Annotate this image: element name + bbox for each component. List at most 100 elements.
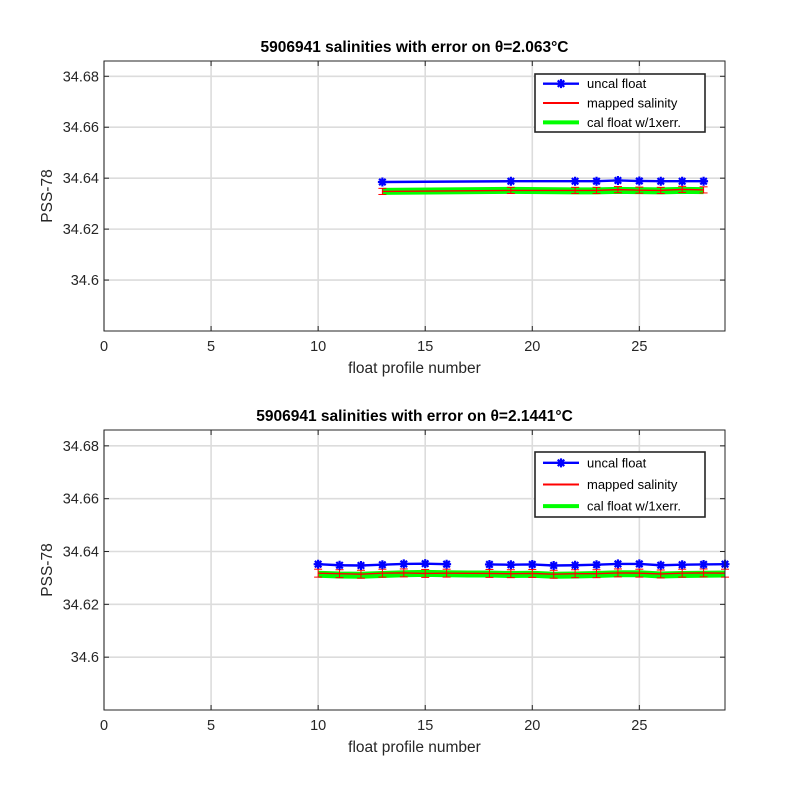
- data-point-uncal-float: [677, 560, 687, 570]
- error-bar: [528, 568, 537, 578]
- error-bar: [506, 186, 515, 194]
- y-tick-label: 34.62: [63, 597, 99, 613]
- series-line-uncal-float: [382, 179, 704, 184]
- axes-box: [103, 60, 726, 332]
- error-bar: [592, 186, 601, 194]
- x-tick-label: 20: [524, 718, 540, 734]
- legend: uncal float mapped salinity cal float w/1x…: [534, 73, 706, 133]
- error-bar: [356, 569, 365, 579]
- error-bar: [442, 568, 451, 578]
- x-tick-label: 0: [100, 718, 108, 734]
- axes-box: [103, 429, 726, 711]
- x-tick-label: 15: [417, 339, 433, 355]
- data-point-uncal-float: [377, 177, 387, 187]
- error-bars: [314, 568, 729, 579]
- legend-label: mapped salinity: [587, 96, 678, 111]
- x-axis-label: float profile number: [348, 360, 481, 377]
- x-axis-label: float profile number: [348, 739, 481, 756]
- data-point-uncal-float: [656, 560, 666, 570]
- data-point-uncal-float: [313, 559, 323, 569]
- data-point-uncal-float: [634, 559, 644, 569]
- series-line-cal-float: [318, 569, 726, 579]
- legend-label: uncal float: [587, 455, 647, 470]
- data-point-uncal-float: [442, 559, 452, 569]
- legend-marker-star: [556, 79, 566, 89]
- x-tick-label: 10: [310, 339, 326, 355]
- legend-item: mapped salinity: [543, 477, 678, 492]
- error-bar: [314, 568, 323, 578]
- chart-title: 5906941 salinities with error on θ=2.063…: [261, 39, 569, 56]
- legend-item: cal float w/1xerr.: [543, 115, 681, 130]
- x-tick-label: 10: [310, 718, 326, 734]
- x-tick-label: 25: [631, 339, 647, 355]
- chart-panel-1: 0 5 10 15 20 25 34.6 34.62 34.64 34.66 34.68 float …: [39, 39, 726, 377]
- data-point-uncal-float: [570, 560, 580, 570]
- error-bar: [613, 568, 622, 578]
- error-bar: [421, 568, 430, 578]
- data-point-uncal-float: [506, 176, 516, 186]
- data-point-uncal-float: [699, 176, 709, 186]
- y-tick-label: 34.62: [63, 222, 99, 238]
- error-bar: [549, 569, 558, 579]
- legend-item: mapped salinity: [543, 96, 678, 111]
- data-point-uncal-float: [506, 560, 516, 570]
- legend-label: uncal float: [587, 76, 647, 91]
- data-point-uncal-float: [613, 175, 623, 185]
- error-bar: [378, 187, 387, 195]
- legend-label: cal float w/1xerr.: [587, 499, 681, 514]
- error-bar: [485, 568, 494, 578]
- y-tick-label: 34.64: [63, 171, 99, 187]
- error-bar: [656, 186, 665, 194]
- tick-marks: [103, 61, 725, 331]
- y-tick-label: 34.66: [63, 120, 99, 136]
- legend: uncal float mapped salinity cal float w/1x…: [534, 451, 706, 518]
- error-bar: [592, 569, 601, 579]
- y-tick-label: 34.68: [63, 439, 99, 455]
- data-point-uncal-float: [592, 176, 602, 186]
- legend-item: uncal float: [543, 455, 647, 470]
- error-bar: [656, 569, 665, 579]
- legend-label: cal float w/1xerr.: [587, 115, 681, 130]
- error-bar: [399, 568, 408, 578]
- legend-item: uncal float: [543, 76, 647, 91]
- data-point-uncal-float: [699, 559, 709, 569]
- data-point-uncal-float: [377, 560, 387, 570]
- data-point-uncal-float: [335, 560, 345, 570]
- y-axis-label: PSS-78: [39, 169, 56, 222]
- data-point-uncal-float: [399, 559, 409, 569]
- x-tick-label: 15: [417, 718, 433, 734]
- tick-marks: [103, 430, 725, 710]
- x-tick-label: 0: [100, 339, 108, 355]
- error-bar: [699, 186, 708, 194]
- legend-label: mapped salinity: [587, 477, 678, 492]
- data-point-uncal-float: [356, 561, 366, 571]
- data-point-uncal-float: [613, 559, 623, 569]
- error-bar: [635, 186, 644, 194]
- error-bar: [506, 569, 515, 579]
- data-point-uncal-float: [656, 176, 666, 186]
- x-tick-label: 25: [631, 718, 647, 734]
- x-tick-label: 5: [207, 718, 215, 734]
- error-bars: [378, 185, 708, 195]
- y-tick-label: 34.6: [71, 273, 99, 289]
- data-point-uncal-float: [420, 559, 430, 569]
- data-point-uncal-float: [484, 559, 494, 569]
- x-tick-label: 5: [207, 339, 215, 355]
- data-point-uncal-float: [677, 176, 687, 186]
- chart-title: 5906941 salinities with error on θ=2.144…: [256, 408, 573, 425]
- error-bar: [613, 186, 622, 194]
- data-point-uncal-float: [570, 176, 580, 186]
- legend-item: cal float w/1xerr.: [543, 499, 681, 514]
- data-point-uncal-float: [549, 561, 559, 571]
- y-tick-label: 34.6: [71, 650, 99, 666]
- data-point-uncal-float: [634, 176, 644, 186]
- error-bar: [635, 568, 644, 578]
- y-axis-label: PSS-78: [39, 543, 56, 596]
- error-bar: [571, 186, 580, 194]
- y-tick-label: 34.64: [63, 545, 99, 561]
- data-point-uncal-float: [592, 560, 602, 570]
- y-tick-label: 34.66: [63, 492, 99, 508]
- chart-panel-2: 0 5 10 15 20 25 34.6 34.62 34.64 34.66 34.68 float …: [39, 408, 730, 756]
- legend-marker-star: [556, 458, 566, 468]
